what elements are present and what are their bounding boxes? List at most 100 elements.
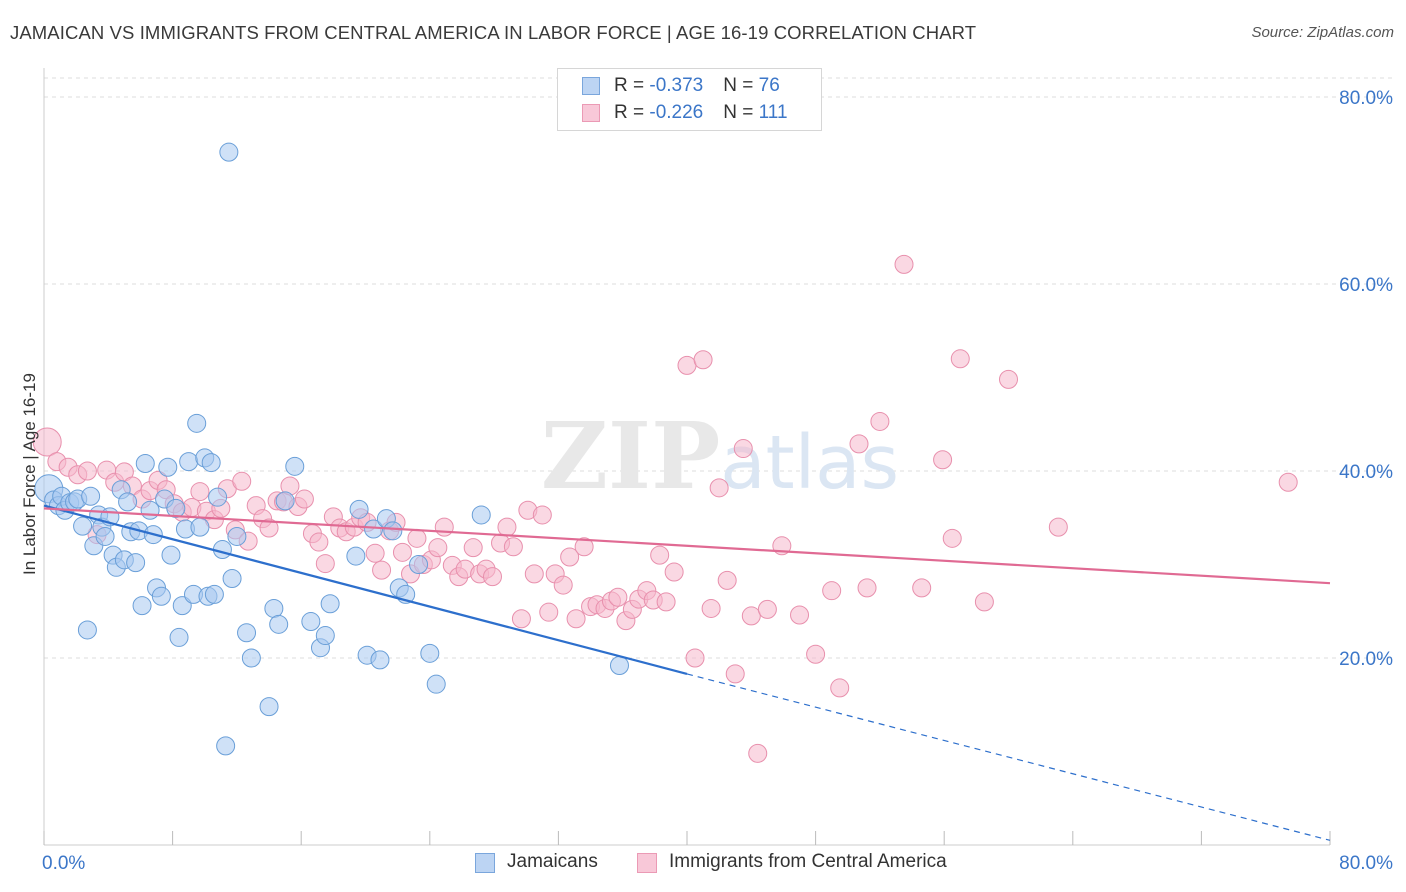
y-axis-label: In Labor Force | Age 16-19: [20, 373, 39, 575]
jamaican-point: [301, 612, 321, 632]
central-america-point: [748, 743, 768, 763]
central-america-point: [894, 254, 914, 274]
jamaican-trend-extension: [686, 673, 1331, 841]
legend-n-label: N =: [723, 75, 759, 96]
central-america-point: [77, 461, 97, 481]
bottom-legend-swatch-blue: [475, 853, 495, 873]
jamaican-point: [609, 655, 629, 675]
jamaican-point: [204, 584, 224, 604]
central-america-point: [757, 599, 777, 619]
central-america-point: [574, 537, 594, 557]
jamaican-trend-line: [43, 504, 688, 675]
central-america-point: [511, 609, 531, 629]
y-tick-label: 40.0%: [1339, 462, 1393, 483]
central-america-point: [532, 505, 552, 525]
central-america-point: [232, 471, 252, 491]
central-america-point: [497, 517, 517, 537]
trend-lines: [43, 504, 1331, 841]
central-america-point: [1278, 472, 1298, 492]
central-america-point: [741, 606, 761, 626]
central-america-point: [309, 532, 329, 552]
jamaican-point: [285, 456, 305, 476]
central-america-point: [717, 570, 737, 590]
jamaican-point: [241, 648, 261, 668]
central-america-point: [664, 562, 684, 582]
central-america-point: [259, 518, 279, 538]
central-america-point: [912, 578, 932, 598]
jamaican-point: [349, 499, 369, 519]
jamaican-point: [420, 643, 440, 663]
central-america-point: [709, 478, 729, 498]
central-america-point: [524, 564, 544, 584]
legend-swatch-pink: [582, 104, 600, 122]
central-america-point: [849, 434, 869, 454]
central-america-point: [822, 581, 842, 601]
jamaican-point: [118, 492, 138, 512]
central-america-point: [32, 427, 62, 457]
jamaican-point: [135, 454, 155, 474]
central-america-point: [608, 587, 628, 607]
jamaican-point: [315, 626, 335, 646]
legend-n-value: 76: [758, 75, 780, 96]
legend-r-value: -0.373: [649, 75, 704, 96]
jamaican-point: [208, 487, 228, 507]
jamaican-point: [169, 627, 189, 647]
jamaican-point: [140, 500, 160, 520]
jamaican-point: [275, 491, 295, 511]
central-america-trend-line: [43, 507, 1331, 585]
central-america-points: [32, 254, 1298, 763]
central-america-point: [315, 554, 335, 574]
central-america-point: [553, 575, 573, 595]
central-america-point: [870, 411, 890, 431]
central-america-point: [790, 605, 810, 625]
jamaican-point: [237, 623, 257, 643]
central-america-point: [950, 349, 970, 369]
legend-n-value: 111: [758, 102, 788, 123]
correlation-legend: R = -0.373 N = 76 R = -0.226 N = 111: [557, 68, 822, 131]
legend-n-label: N =: [723, 102, 759, 123]
central-america-point: [830, 678, 850, 698]
central-america-point: [933, 450, 953, 470]
central-america-point: [503, 537, 523, 557]
jamaican-point: [126, 553, 146, 573]
central-america-point: [392, 542, 412, 562]
jamaican-point: [187, 413, 207, 433]
axes: [43, 68, 1331, 846]
jamaican-point: [264, 598, 284, 618]
jamaican-point: [409, 555, 429, 574]
grid-lines: [44, 77, 1392, 659]
y-tick-label: 20.0%: [1339, 649, 1393, 670]
central-america-point: [650, 545, 670, 565]
central-america-point: [560, 547, 580, 567]
jamaican-point: [132, 596, 152, 616]
legend-swatch-blue: [582, 77, 600, 95]
jamaican-point: [179, 452, 199, 472]
central-america-point: [407, 528, 427, 548]
watermark-atlas: atlas: [720, 420, 899, 506]
central-america-point: [566, 609, 586, 629]
bottom-legend-label: Immigrants from Central America: [669, 851, 947, 872]
jamaican-point: [426, 674, 446, 694]
chart-title: JAMAICAN VS IMMIGRANTS FROM CENTRAL AMER…: [10, 22, 977, 43]
legend-r-label: R =: [614, 75, 650, 96]
watermark-zip: ZIP: [541, 402, 720, 510]
jamaican-point: [227, 526, 247, 546]
jamaican-point: [77, 620, 97, 640]
watermark: ZIPatlas: [541, 402, 899, 510]
jamaican-point: [201, 453, 221, 473]
central-america-point: [974, 592, 994, 612]
source-credit: Source: ZipAtlas.com: [1251, 24, 1394, 41]
jamaican-point: [383, 521, 403, 541]
jamaican-point: [151, 586, 171, 606]
central-america-point: [365, 543, 385, 563]
jamaican-point: [259, 697, 279, 717]
central-america-point: [1048, 517, 1068, 537]
jamaican-point: [471, 505, 491, 525]
jamaican-point: [161, 545, 181, 565]
x-tick-label: 0.0%: [42, 853, 85, 874]
x-tick-label: 80.0%: [1339, 853, 1393, 874]
central-america-point: [372, 560, 392, 580]
jamaican-point: [95, 526, 115, 546]
jamaican-point: [219, 142, 239, 162]
jamaican-point: [73, 516, 93, 536]
